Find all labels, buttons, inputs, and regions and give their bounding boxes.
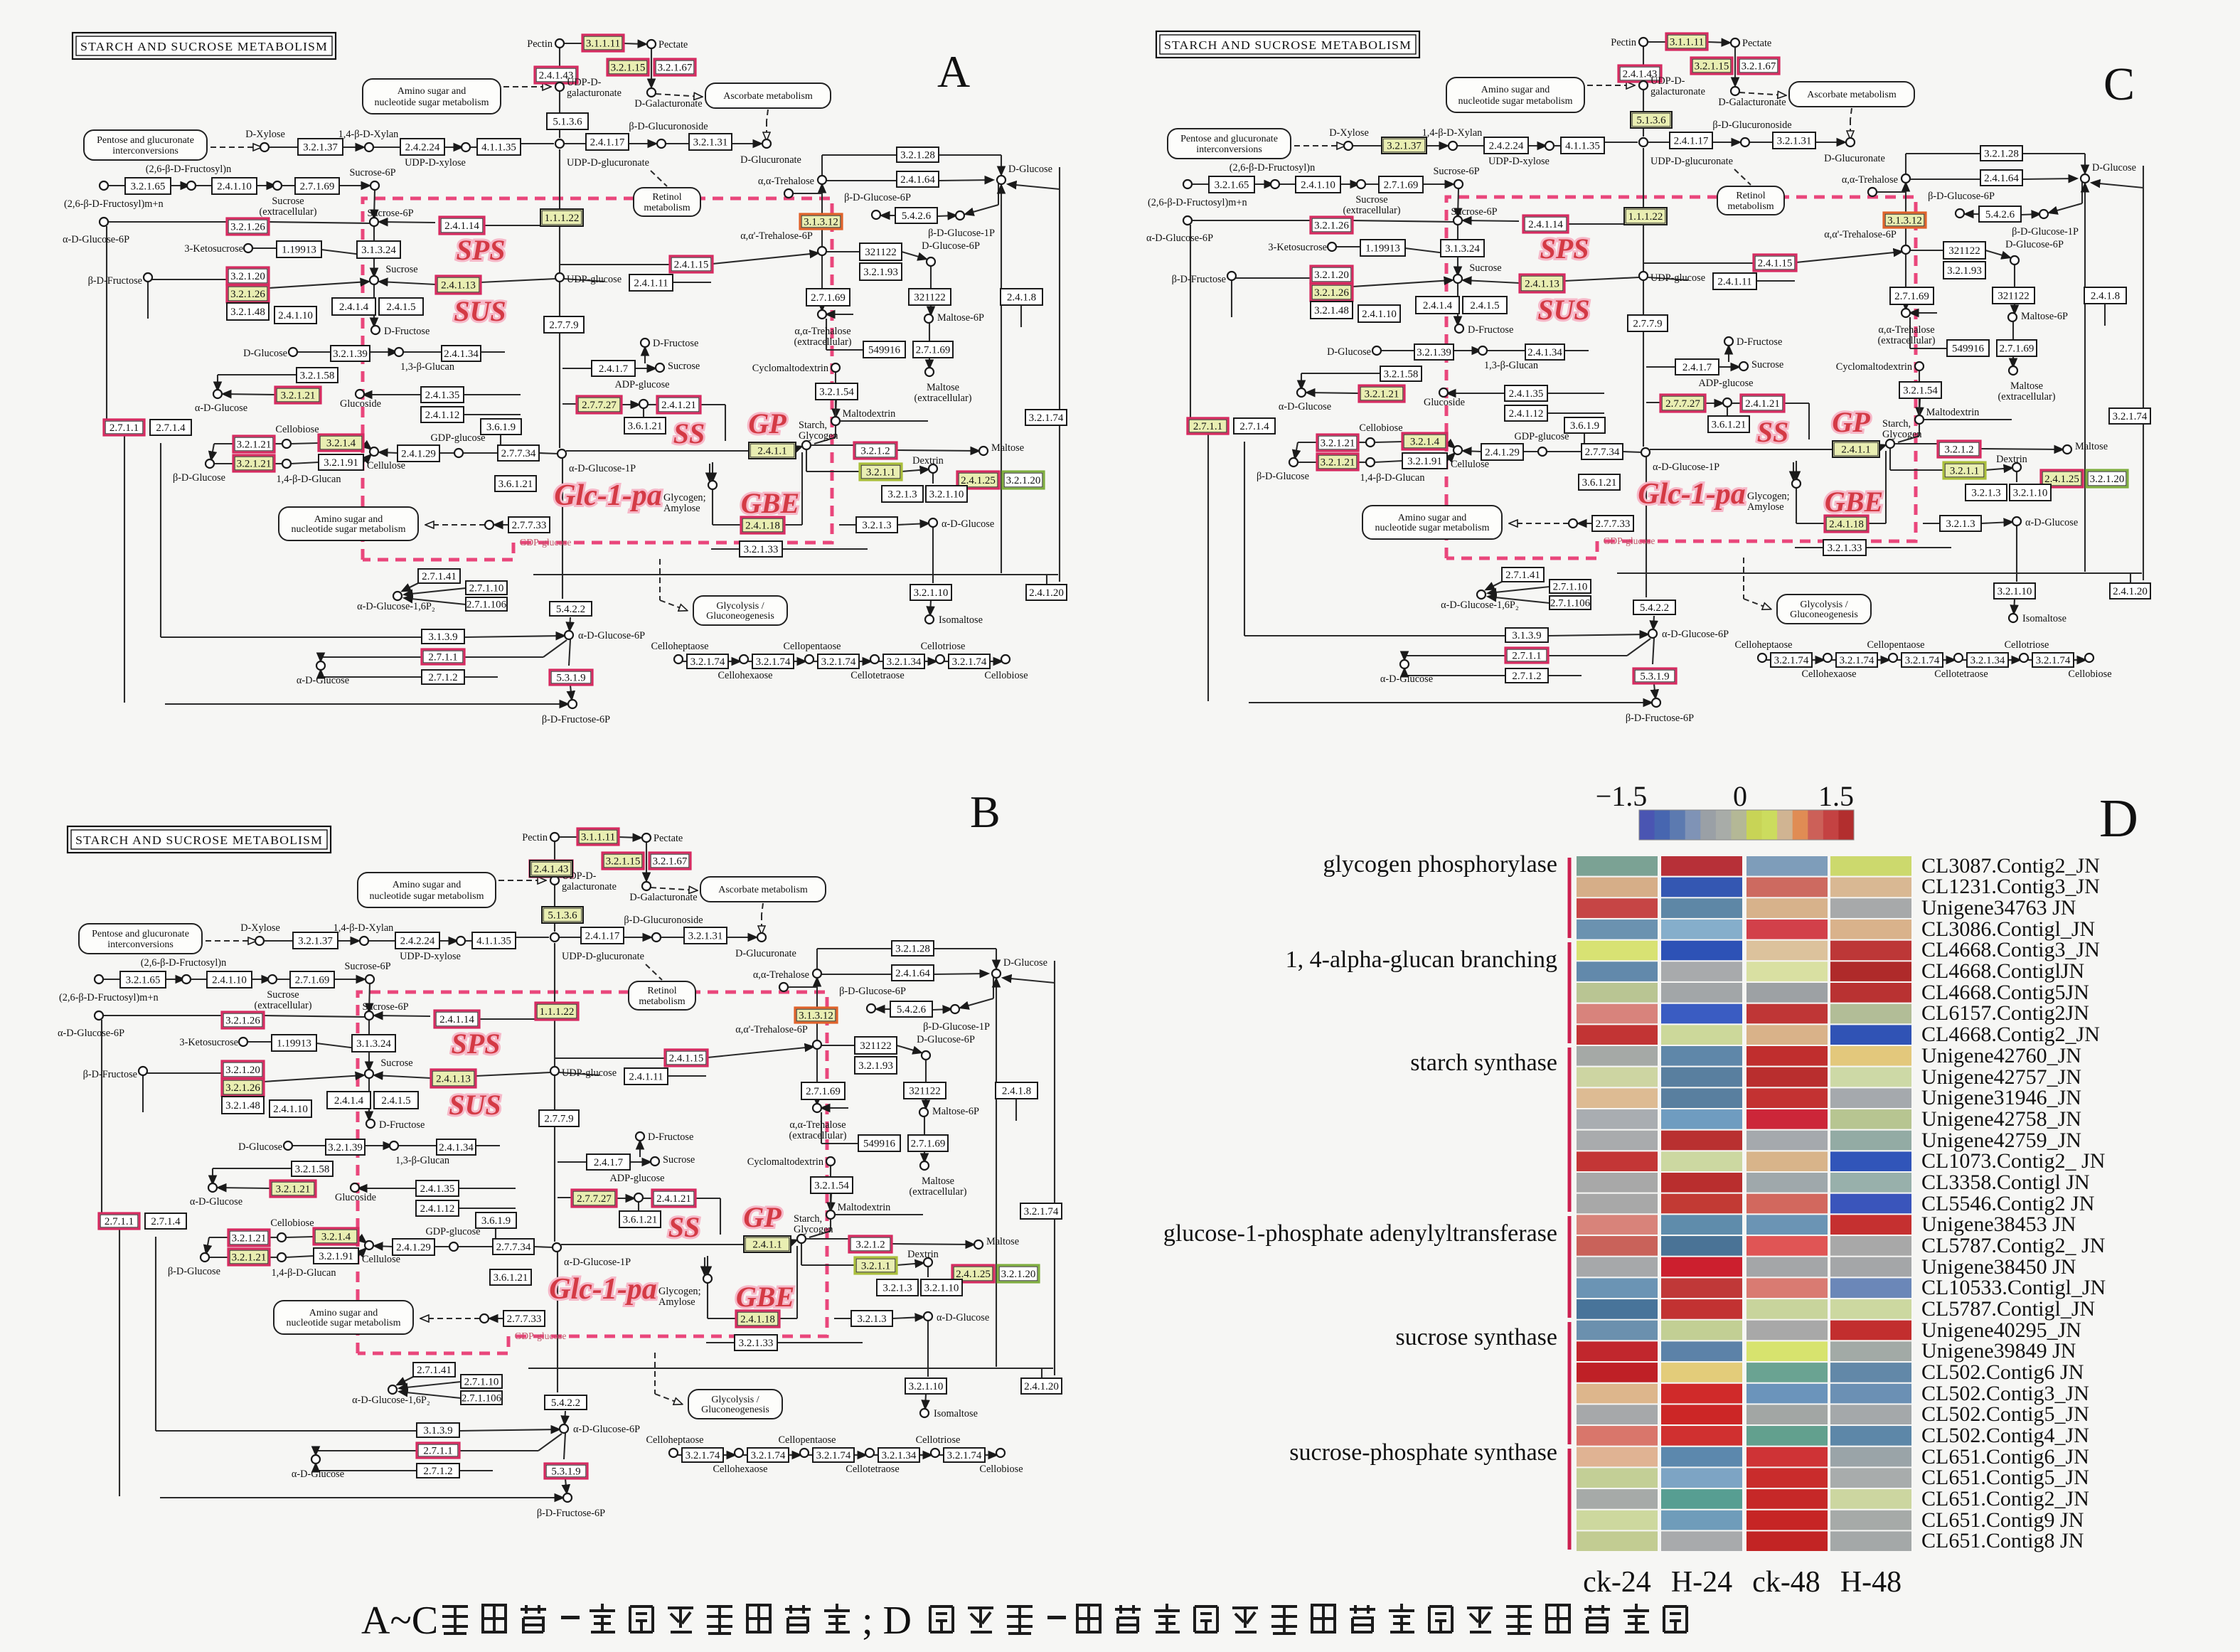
svg-text:Unigene42760_JN: Unigene42760_JN xyxy=(1921,1044,2081,1067)
svg-text:glucose-1-phosphate adenylyltr: glucose-1-phosphate adenylyltransferase xyxy=(1163,1220,1557,1247)
svg-text:−1.5: −1.5 xyxy=(1596,780,1648,812)
svg-text:5.1.3.6: 5.1.3.6 xyxy=(1636,115,1666,127)
svg-text:Unigene40295_JN: Unigene40295_JN xyxy=(1921,1318,2081,1342)
svg-text:CL502.Contig4_JN: CL502.Contig4_JN xyxy=(1921,1424,2089,1447)
svg-text:Unigene38453 JN: Unigene38453 JN xyxy=(1921,1213,2076,1236)
svg-text:2.4.1.43: 2.4.1.43 xyxy=(534,864,569,875)
svg-text:CL502.Contig3_JN: CL502.Contig3_JN xyxy=(1921,1382,2089,1405)
svg-text:CL5787.Contig2_ JN: CL5787.Contig2_ JN xyxy=(1921,1234,2105,1257)
svg-text:CL4668.Contig2_JN: CL4668.Contig2_JN xyxy=(1921,1023,2100,1046)
svg-text:0: 0 xyxy=(1733,780,1747,812)
svg-text:sucrose-phosphate synthase: sucrose-phosphate synthase xyxy=(1289,1439,1557,1466)
svg-text:Unigene31946_JN: Unigene31946_JN xyxy=(1921,1086,2081,1109)
svg-text:CL4668.ContiglJN: CL4668.ContiglJN xyxy=(1921,959,2084,983)
svg-text:CL651.Contig9 JN: CL651.Contig9 JN xyxy=(1921,1508,2084,1532)
svg-text:glycogen phosphorylase: glycogen phosphorylase xyxy=(1323,851,1557,878)
svg-text:ck-24: ck-24 xyxy=(1583,1566,1651,1599)
svg-text:3.2.1.37: 3.2.1.37 xyxy=(1387,141,1422,152)
svg-text:CL651.Contig6_JN: CL651.Contig6_JN xyxy=(1921,1445,2089,1469)
svg-text:CL651.Contig5_JN: CL651.Contig5_JN xyxy=(1921,1466,2089,1489)
svg-text:Unigene39849 JN: Unigene39849 JN xyxy=(1921,1339,2076,1363)
svg-text:Unigene42759_JN: Unigene42759_JN xyxy=(1921,1129,2081,1152)
svg-text:Unigene38450 JN: Unigene38450 JN xyxy=(1921,1255,2076,1279)
svg-text:D: D xyxy=(2099,789,2138,848)
svg-text:CL502.Contig5_JN: CL502.Contig5_JN xyxy=(1921,1402,2089,1426)
svg-text:1, 4-alpha-glucan branching: 1, 4-alpha-glucan branching xyxy=(1286,947,1557,973)
svg-text:CL6157.Contig2JN: CL6157.Contig2JN xyxy=(1921,1001,2089,1025)
svg-text:CL1231.Contig3_JN: CL1231.Contig3_JN xyxy=(1921,875,2100,898)
svg-text:1.1.1.22: 1.1.1.22 xyxy=(540,1006,575,1018)
svg-text:5.1.3.6: 5.1.3.6 xyxy=(548,910,577,922)
svg-text:CL3087.Contig2_JN: CL3087.Contig2_JN xyxy=(1921,854,2100,878)
svg-text:CL5546.Contig2 JN: CL5546.Contig2 JN xyxy=(1921,1192,2094,1215)
svg-text:A~C: A~C xyxy=(361,1599,438,1643)
svg-text:CL502.Contig6 JN: CL502.Contig6 JN xyxy=(1921,1360,2084,1384)
svg-text:CL4668.Contig3_JN: CL4668.Contig3_JN xyxy=(1921,938,2100,961)
svg-text:CL5787.Contigl_JN: CL5787.Contigl_JN xyxy=(1921,1297,2095,1321)
svg-text:B: B xyxy=(970,787,1001,837)
svg-text:CL3086.Contigl_JN: CL3086.Contigl_JN xyxy=(1921,917,2095,941)
svg-text:A: A xyxy=(937,46,970,97)
svg-text:C: C xyxy=(2103,58,2135,110)
svg-text:CL651.Contig8 JN: CL651.Contig8 JN xyxy=(1921,1529,2084,1552)
svg-text:H-48: H-48 xyxy=(1840,1566,1902,1599)
svg-text:ck-48: ck-48 xyxy=(1752,1566,1820,1599)
svg-text:Unigene42758_JN: Unigene42758_JN xyxy=(1921,1107,2081,1131)
svg-text:sucrose synthase: sucrose synthase xyxy=(1395,1324,1557,1350)
svg-text:CL651.Contig2_JN: CL651.Contig2_JN xyxy=(1921,1487,2089,1510)
svg-text:starch synthase: starch synthase xyxy=(1410,1050,1557,1076)
svg-text:CL10533.Contigl_JN: CL10533.Contigl_JN xyxy=(1921,1276,2106,1299)
svg-text:H-24: H-24 xyxy=(1671,1566,1732,1599)
svg-text:CL3358.Contigl JN: CL3358.Contigl JN xyxy=(1921,1171,2090,1194)
svg-text:1.5: 1.5 xyxy=(1818,780,1854,812)
svg-text:Unigene42757_JN: Unigene42757_JN xyxy=(1921,1065,2081,1089)
svg-text:2.7.1.1: 2.7.1.1 xyxy=(1193,421,1222,432)
svg-text:CL4668.Contig5JN: CL4668.Contig5JN xyxy=(1921,981,2089,1004)
svg-text:Unigene34763 JN: Unigene34763 JN xyxy=(1921,896,2076,920)
svg-text:CL1073.Contig2_ JN: CL1073.Contig2_ JN xyxy=(1921,1149,2105,1173)
svg-text:; D: ; D xyxy=(862,1599,912,1643)
